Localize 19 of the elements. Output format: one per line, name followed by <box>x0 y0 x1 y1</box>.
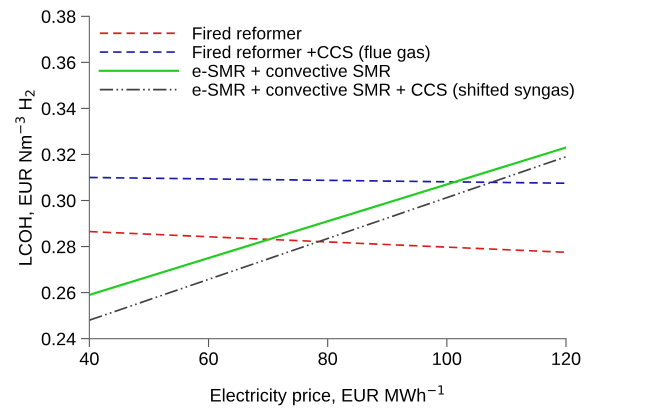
legend-label: Fired reformer +CCS (flue gas) <box>193 46 430 62</box>
y-tick-label: 0.38 <box>42 10 76 24</box>
x-tick-label: 100 <box>433 352 462 366</box>
y-tick-label: 0.28 <box>42 240 76 254</box>
y-tick-label: 0.30 <box>42 194 76 208</box>
legend-label: e-SMR + convective SMR + CCS (shifted syngas) <box>192 83 574 100</box>
legend-label: Fired reformer <box>193 26 302 40</box>
y-tick-label: 0.34 <box>42 102 76 116</box>
x-tick-label: 120 <box>552 352 580 366</box>
y-tick-label: 0.36 <box>42 56 76 70</box>
y-axis-title: LCOH, EUR Nm$^{−3}$ H$_{2}$ <box>15 90 35 265</box>
legend-label: e-SMR + convective SMR <box>192 64 390 78</box>
y-tick-label: 0.24 <box>42 332 76 346</box>
x-tick-label: 40 <box>80 352 99 366</box>
y-tick-label: 0.32 <box>42 148 76 162</box>
x-tick-label: 80 <box>318 352 338 366</box>
y-tick-label: 0.26 <box>42 286 76 300</box>
x-axis-title: Electricity price, EUR MWh$^{−1}$ <box>211 385 444 406</box>
x-tick-label: 60 <box>199 352 218 366</box>
